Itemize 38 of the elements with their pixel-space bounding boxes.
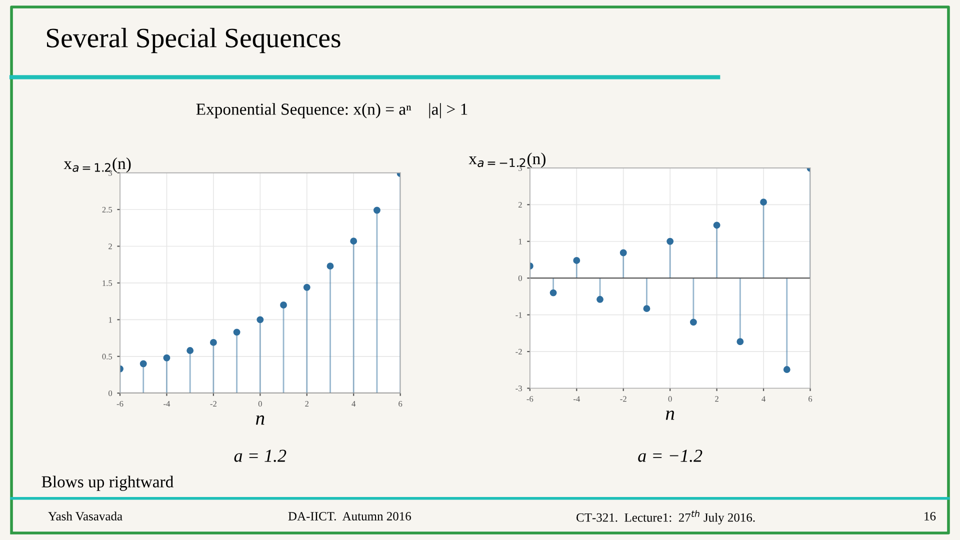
y-tick-label: -3: [516, 386, 522, 392]
x-tick-label: 4: [352, 401, 356, 407]
text: DA-IICT. Autumn 2016: [288, 512, 412, 521]
x-tick-label: -4: [164, 401, 170, 407]
x-tick-label: -2: [620, 396, 626, 402]
x-tick-label: -4: [573, 396, 580, 402]
x-tick-label: 6: [808, 396, 812, 402]
x-tick-label: 0: [258, 401, 262, 407]
x-axis-title: n: [256, 415, 264, 425]
text: CT-321. Lecture1: 27$^{th}$ July 2016.: [576, 510, 755, 524]
y-tick-label: 2: [108, 244, 112, 250]
y-tick-label: 1.5: [102, 280, 112, 286]
y-tick-label: 1: [518, 238, 522, 244]
y-tick-label: 2: [518, 202, 522, 208]
text: Yash Vasavada: [48, 512, 122, 521]
chart-title: Several Special Sequences: [46, 28, 340, 54]
text: Blows up rightward: [42, 476, 174, 491]
text: a = 1.2: [234, 450, 286, 462]
text: a = −1.2: [638, 450, 702, 462]
y-tick-label: -1: [516, 312, 522, 318]
x-tick-label: -6: [116, 401, 124, 407]
y-tick-label: 0: [518, 275, 522, 282]
x-tick-label: 2: [305, 401, 309, 407]
y-tick-label: 1: [108, 317, 112, 323]
text: 16: [924, 512, 936, 520]
y-tick-label: 0.5: [102, 354, 112, 360]
x-tick-label: 6: [398, 401, 402, 407]
y-tick-label: 0: [108, 390, 112, 396]
x-tick-label: -6: [526, 396, 534, 402]
x-tick-label: 2: [715, 396, 718, 402]
y-tick-label: 3: [108, 170, 112, 176]
y-tick-label: -2: [516, 348, 522, 354]
x-tick-label: -2: [210, 401, 216, 407]
y-tick-label: 2.5: [102, 206, 112, 213]
x-axis-title: n: [666, 410, 674, 420]
x-tick-label: 4: [762, 396, 766, 402]
chart-subtitle: Exponential Sequence: x(n) = aⁿ |a| > 1: [196, 103, 468, 118]
x-tick-label: 0: [668, 396, 672, 402]
